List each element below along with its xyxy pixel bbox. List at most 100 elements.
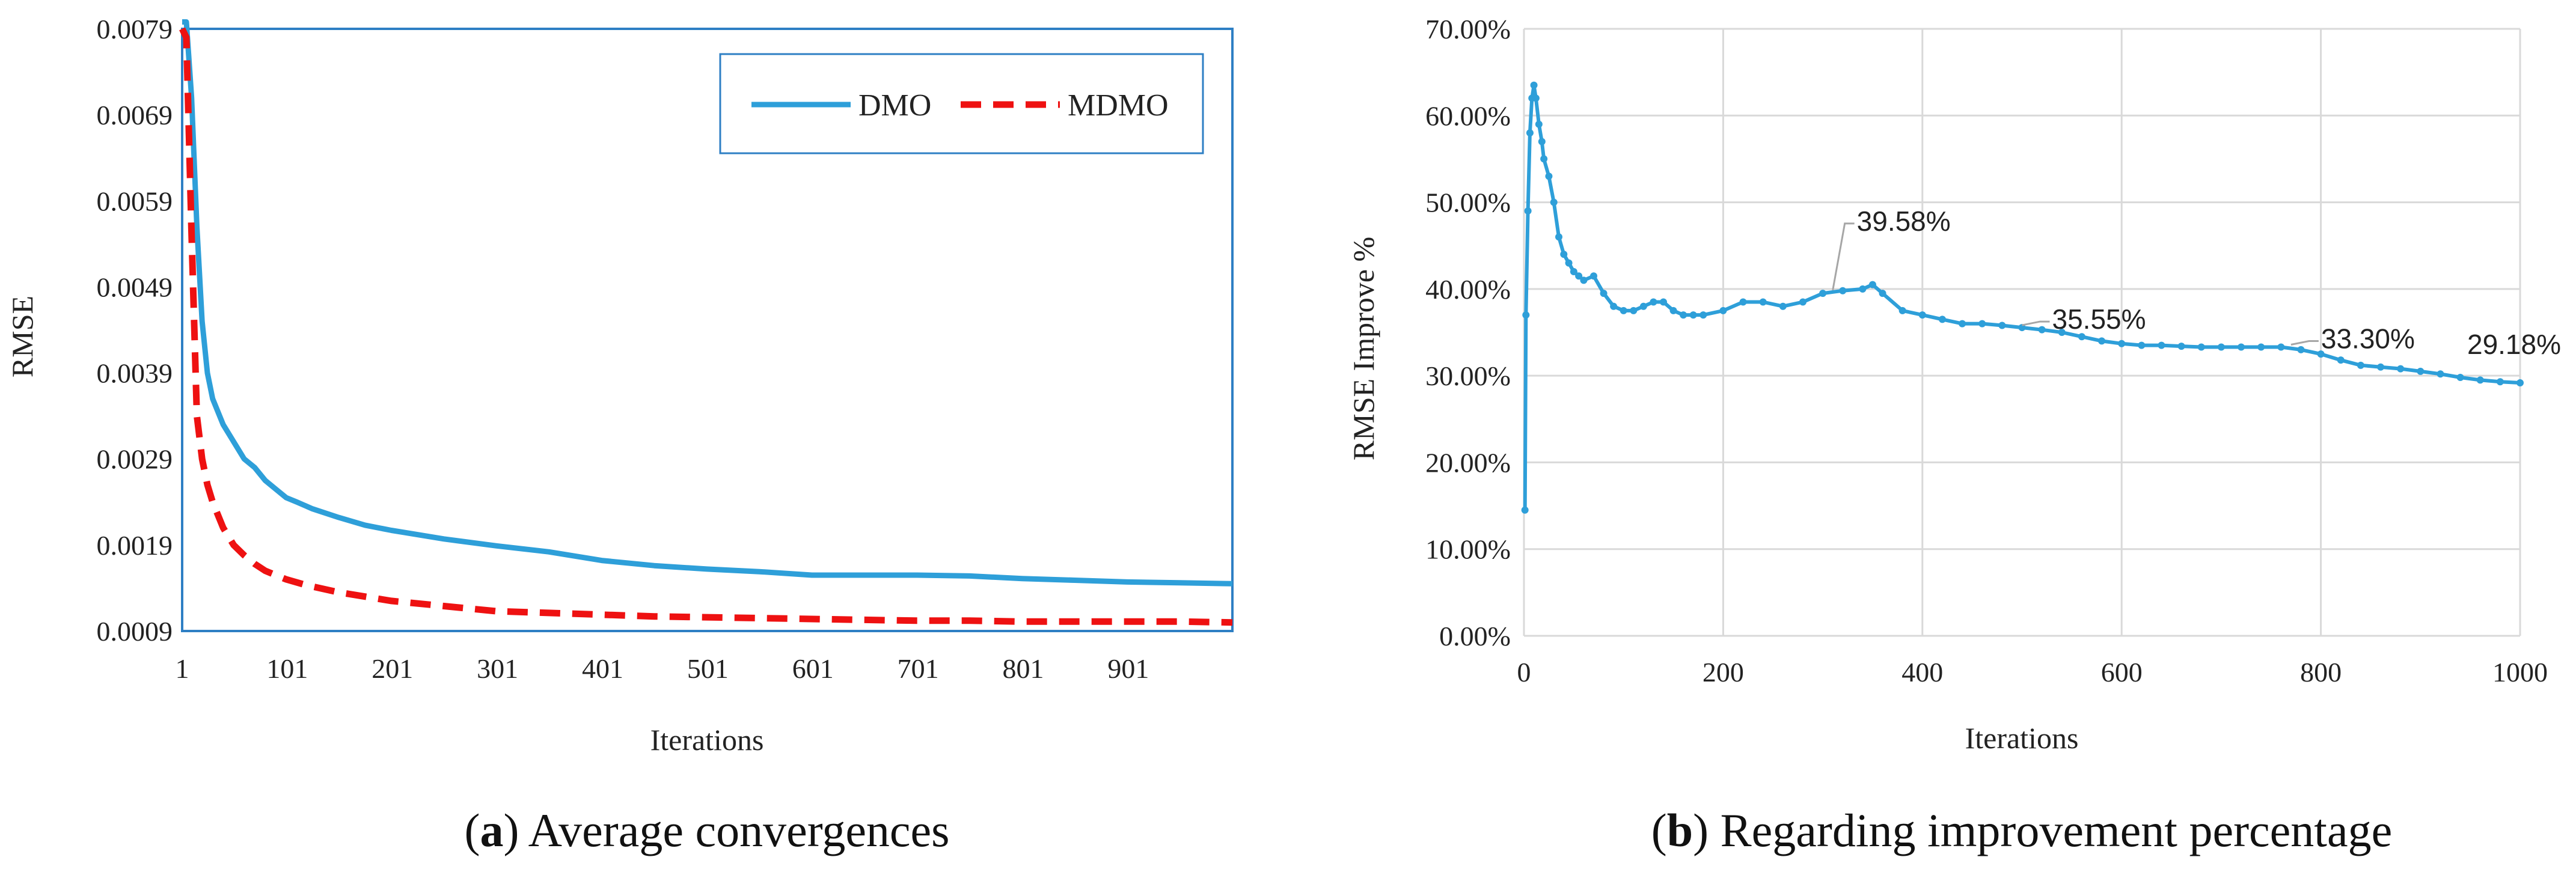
- chart-b: 70.00% 60.00% 50.00% 40.00% 30.00% 20.00% 10.0…: [1347, 14, 2561, 856]
- y-tick-label: 0.0049: [97, 272, 173, 302]
- data-point: [2317, 350, 2325, 358]
- data-point: [1680, 311, 1687, 319]
- annotation-label: 33.30%: [2321, 323, 2415, 355]
- y-tick-label: 0.0039: [97, 358, 173, 389]
- data-point: [2277, 343, 2285, 351]
- caption-b-letter: b: [1667, 804, 1693, 856]
- y-tick-label: 20.00%: [1425, 447, 1511, 478]
- data-point: [1540, 155, 1548, 163]
- x-tick-label: 101: [266, 653, 308, 684]
- y-tick-label: 40.00%: [1425, 274, 1511, 305]
- data-point: [1879, 290, 1886, 297]
- data-point: [1526, 129, 1534, 137]
- x-tick-label: 801: [1002, 653, 1044, 684]
- mdmo-series-line: [179, 27, 1233, 626]
- chart-a-x-axis-label: Iterations: [650, 723, 764, 757]
- data-point: [1859, 285, 1867, 293]
- data-point: [1898, 306, 1906, 314]
- data-point: [1689, 311, 1697, 319]
- data-point: [2098, 337, 2106, 345]
- data-point: [1739, 298, 1747, 306]
- data-point: [2456, 374, 2464, 382]
- y-tick-label: 0.0079: [97, 14, 173, 44]
- data-point: [1580, 276, 1588, 284]
- data-point: [1630, 306, 1638, 314]
- data-point: [1699, 311, 1707, 319]
- y-tick-label: 0.0059: [97, 186, 173, 216]
- chart-a: 0.0079 0.0069 0.0059 0.0049 0.0039 0.0029 0.00…: [5, 14, 1234, 856]
- data-point: [1868, 281, 1876, 288]
- y-tick-label: 0.0029: [97, 444, 173, 475]
- data-point: [1589, 272, 1597, 280]
- y-tick-label: 0.0019: [97, 530, 173, 561]
- caption-a-text: Average convergences: [519, 804, 949, 856]
- data-point: [1600, 290, 1608, 297]
- x-tick-label: 200: [1703, 657, 1744, 688]
- data-point: [2377, 363, 2385, 371]
- data-point: [1839, 287, 1847, 294]
- annotation-leader: [2022, 320, 2050, 326]
- data-point: [2018, 324, 2026, 332]
- data-point: [2197, 343, 2205, 351]
- data-point: [1650, 298, 1657, 306]
- improvement-series-line: [1523, 83, 2521, 510]
- data-point: [1759, 298, 1767, 306]
- x-tick-label: 301: [477, 653, 518, 684]
- data-point: [2417, 367, 2425, 375]
- data-point: [2337, 356, 2345, 364]
- data-point: [1719, 306, 1727, 314]
- x-tick-label: 800: [2300, 657, 2342, 688]
- data-point: [2516, 379, 2524, 386]
- data-point: [1669, 306, 1677, 314]
- data-point: [1522, 311, 1530, 319]
- data-point: [1959, 320, 1966, 328]
- data-point: [1610, 302, 1618, 310]
- data-point: [1799, 298, 1807, 306]
- chart-a-y-axis-label: RMSE: [5, 296, 39, 377]
- x-tick-label: 901: [1107, 653, 1149, 684]
- data-point: [1555, 233, 1562, 241]
- data-point: [2158, 341, 2165, 349]
- chart-a-legend: DMO MDMO: [719, 53, 1204, 154]
- x-tick-label: 1: [176, 653, 189, 684]
- y-tick-label: 0.0009: [97, 616, 173, 647]
- data-point: [2476, 376, 2484, 384]
- y-tick-label: 0.0069: [97, 100, 173, 130]
- data-point: [1535, 120, 1543, 128]
- data-point: [2118, 340, 2126, 347]
- x-tick-label: 1000: [2492, 657, 2548, 688]
- y-tick-label: 10.00%: [1425, 534, 1511, 565]
- data-point: [1560, 251, 1568, 258]
- annotation-leader: [1832, 222, 1855, 291]
- chart-a-x-ticks: 1 101 201 301 401 501 601 701 801 901: [176, 653, 1149, 684]
- data-point: [1538, 138, 1546, 145]
- x-tick-label: 0: [1517, 657, 1531, 688]
- data-point: [1639, 302, 1647, 310]
- data-point: [1565, 259, 1573, 267]
- annotation-label: 29.18%: [2467, 329, 2561, 360]
- data-point: [1530, 81, 1538, 89]
- chart-a-caption: (a) Average convergences: [464, 804, 949, 856]
- data-point: [2297, 346, 2305, 353]
- data-point: [2177, 343, 2185, 350]
- data-point: [2397, 365, 2405, 373]
- data-point: [1819, 290, 1827, 297]
- x-tick-label: 201: [372, 653, 413, 684]
- dmo-series-line: [182, 19, 1233, 587]
- caption-b-text: Regarding improvement percentage: [1709, 804, 2392, 856]
- y-tick-label: 60.00%: [1425, 100, 1511, 131]
- data-point: [2217, 343, 2225, 351]
- data-point: [1938, 316, 1946, 323]
- y-tick-label: 50.00%: [1425, 188, 1511, 218]
- y-tick-label: 0.00%: [1439, 621, 1511, 651]
- data-point: [1545, 172, 1553, 180]
- legend-mdmo-label: MDMO: [1068, 88, 1169, 123]
- y-tick-label: 70.00%: [1425, 14, 1511, 44]
- x-tick-label: 600: [2101, 657, 2143, 688]
- data-point: [1550, 198, 1558, 206]
- annotation-label: 39.58%: [1857, 206, 1951, 237]
- data-point: [1524, 207, 1532, 215]
- data-point: [1978, 320, 1986, 328]
- data-point: [1575, 272, 1583, 280]
